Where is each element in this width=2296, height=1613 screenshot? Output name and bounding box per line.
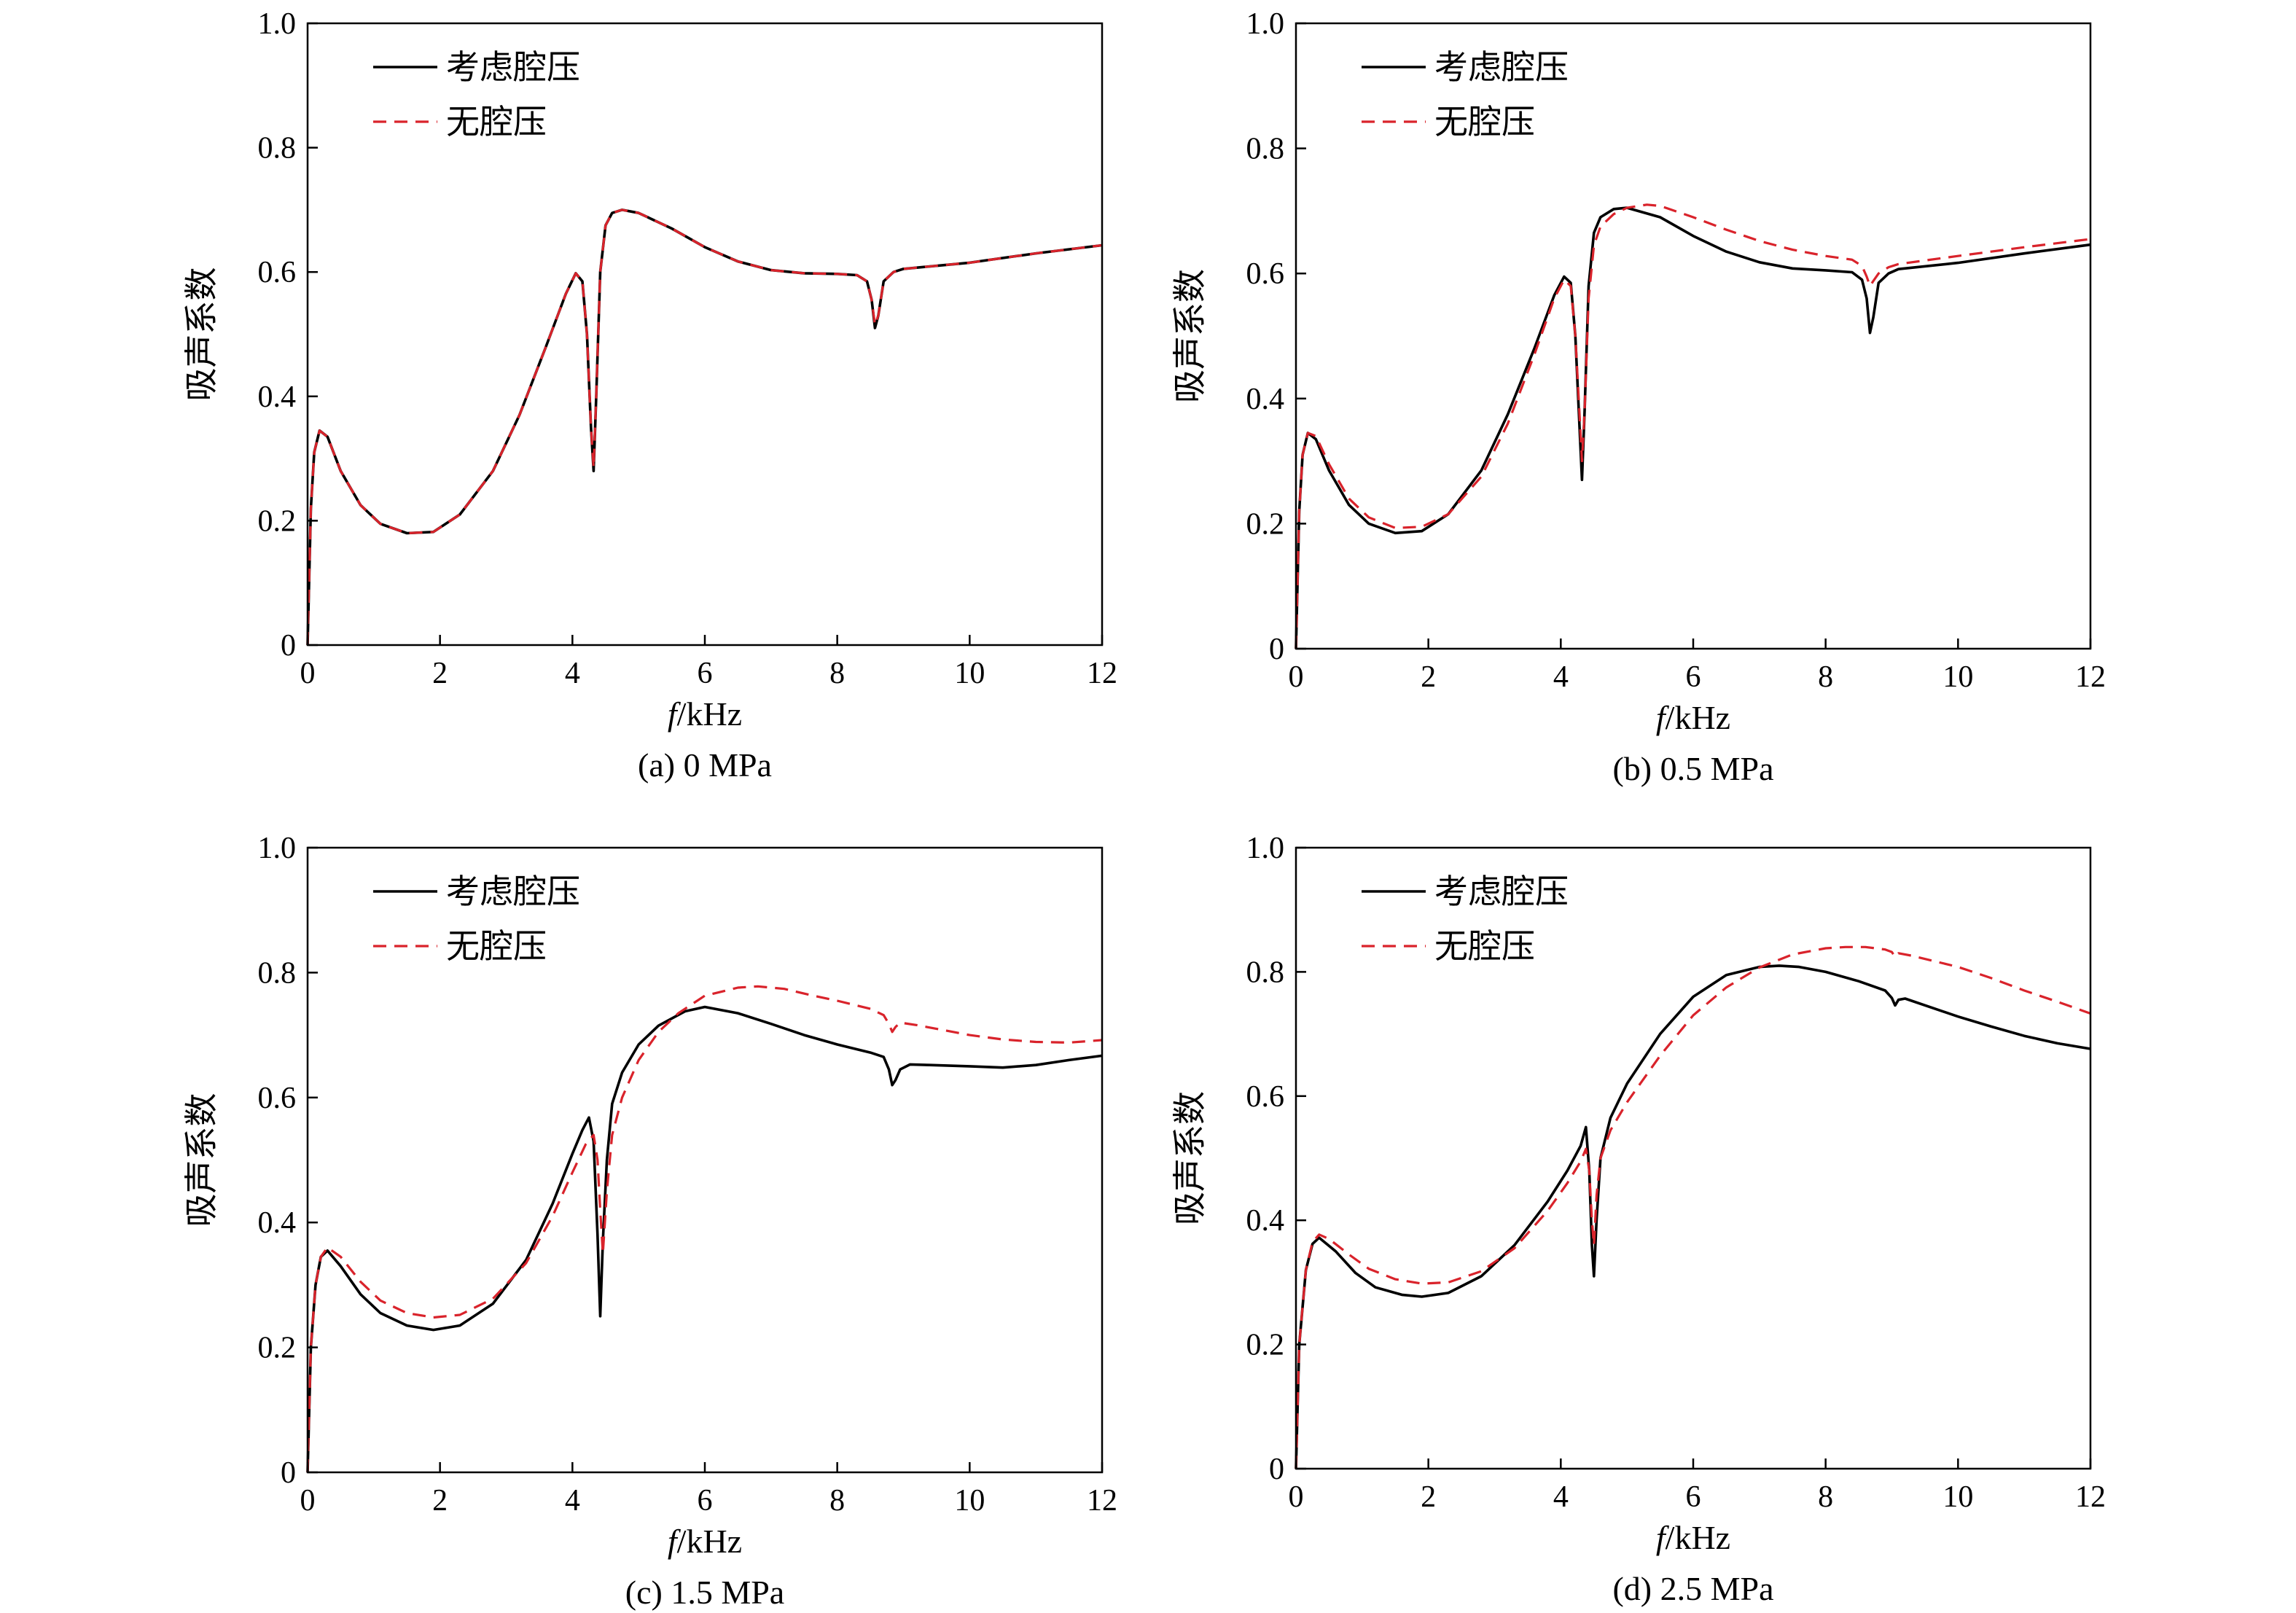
x-tick-label: 8: [829, 1484, 845, 1518]
y-axis-label: 吸声系数: [183, 267, 220, 402]
x-tick-label: 4: [1553, 1480, 1569, 1514]
plot-frame: [1295, 846, 2092, 1470]
y-tick-label: 0.8: [1246, 133, 1285, 166]
panel-c: 0 2 4 6 8 10 12 0 0.2 0.4 0.6 0.8 1.0 f/kHz 吸声系数 (c) 1.…: [183, 832, 1117, 1611]
x-tick-label: 2: [1421, 660, 1436, 694]
y-tick-label: 0.2: [258, 504, 297, 538]
x-tick-label: 0: [300, 1484, 316, 1518]
legend-label: 考虑腔压: [1434, 873, 1569, 910]
legend-label: 考虑腔压: [1434, 49, 1569, 86]
plot-frame: [306, 22, 1104, 647]
y-tick-label: 0.8: [258, 132, 297, 165]
panel-b: 0 2 4 6 8 10 12 0 0.2 0.4 0.6 0.8 1.0 f/kHz 吸声系数 (b) 0.…: [1171, 7, 2106, 787]
y-tick-label: 0.2: [1246, 1329, 1285, 1362]
x-axis-label: f/kHz: [1656, 1519, 1730, 1556]
x-tick-label: 0: [1289, 1480, 1304, 1514]
x-axis-label: f/kHz: [668, 695, 742, 733]
x-axis-unit: /kHz: [677, 1523, 742, 1560]
x-tick-label: 10: [954, 657, 985, 690]
x-tick-label: 8: [1818, 1480, 1833, 1514]
y-tick-label: 0.4: [258, 1206, 297, 1240]
legend-label: 无腔压: [1434, 928, 1535, 965]
x-tick-label: 2: [432, 1484, 448, 1518]
x-tick-label: 8: [1818, 660, 1833, 694]
series-line-without-cavity-pressure: [1295, 203, 2091, 649]
plot-frame: [1295, 22, 2092, 650]
x-tick-label: 6: [1686, 660, 1701, 694]
legend-label: 无腔压: [1434, 104, 1535, 141]
x-tick-label: 12: [1087, 1484, 1117, 1518]
y-tick-label: 0: [281, 629, 296, 663]
legend-label: 考虑腔压: [446, 49, 580, 86]
x-tick-label: 0: [1289, 660, 1304, 694]
x-axis-unit: /kHz: [1666, 1519, 1730, 1556]
y-tick-label: 0.6: [1246, 257, 1285, 291]
series-line-with-cavity-pressure: [1295, 206, 2091, 649]
panel-d: 0 2 4 6 8 10 12 0 0.2 0.4 0.6 0.8 1.0 f/kHz 吸声系数 (d) 2.…: [1171, 832, 2106, 1607]
y-tick-label: 1.0: [1246, 832, 1285, 865]
y-tick-label: 0.2: [258, 1332, 297, 1365]
plot-frame: [306, 846, 1104, 1474]
y-tick-label: 0.4: [1246, 383, 1285, 416]
x-tick-label: 2: [1421, 1480, 1436, 1514]
x-tick-label: 12: [2075, 1480, 2106, 1514]
legend-label: 无腔压: [446, 928, 547, 965]
x-tick-label: 10: [954, 1484, 985, 1518]
x-tick-label: 8: [829, 657, 845, 690]
y-tick-label: 0.6: [258, 1082, 297, 1115]
series-line-without-cavity-pressure: [1295, 945, 2091, 1469]
y-tick-label: 0.2: [1246, 507, 1285, 541]
x-tick-label: 2: [432, 657, 448, 690]
series-line-with-cavity-pressure: [306, 1005, 1103, 1473]
y-axis-label: 吸声系数: [1171, 269, 1208, 403]
x-tick-label: 12: [1087, 657, 1117, 690]
y-tick-label: 0.8: [258, 956, 297, 990]
x-tick-label: 6: [698, 1484, 713, 1518]
x-axis-label: f/kHz: [1656, 699, 1730, 736]
x-tick-label: 0: [300, 657, 316, 690]
x-tick-label: 12: [2075, 660, 2106, 694]
x-tick-label: 4: [1553, 660, 1569, 694]
series-line-with-cavity-pressure: [306, 208, 1103, 646]
y-tick-label: 0.6: [258, 256, 297, 289]
y-tick-label: 0.4: [258, 380, 297, 414]
y-tick-label: 0: [281, 1456, 296, 1490]
x-tick-label: 10: [1942, 1480, 1973, 1514]
y-axis-label: 吸声系数: [1171, 1091, 1208, 1225]
y-tick-label: 0.6: [1246, 1080, 1285, 1114]
x-axis-unit: /kHz: [1666, 699, 1730, 736]
y-tick-label: 1.0: [258, 7, 297, 41]
panel-caption: (d) 2.5 MPa: [1612, 1570, 1773, 1607]
y-tick-label: 0: [1269, 633, 1284, 666]
panel-caption: (c) 1.5 MPa: [625, 1574, 784, 1611]
y-tick-label: 1.0: [258, 832, 297, 865]
x-tick-label: 6: [1686, 1480, 1701, 1514]
panel-a: 0 2 4 6 8 10 12 0 0.2 0.4 0.6 0.8 1.0 f/kHz 吸声系数 (a) 0 …: [183, 7, 1117, 784]
y-axis-label: 吸声系数: [183, 1093, 220, 1227]
x-tick-label: 10: [1942, 660, 1973, 694]
x-tick-label: 4: [565, 657, 580, 690]
legend-label: 无腔压: [446, 104, 547, 141]
series-line-without-cavity-pressure: [306, 985, 1103, 1473]
x-tick-label: 4: [565, 1484, 580, 1518]
legend-label: 考虑腔压: [446, 873, 580, 910]
y-tick-label: 0.8: [1246, 956, 1285, 989]
y-tick-label: 1.0: [1246, 7, 1285, 41]
x-axis-unit: /kHz: [677, 695, 742, 733]
series-line-with-cavity-pressure: [1295, 964, 2091, 1469]
x-axis-label: f/kHz: [668, 1523, 742, 1560]
panel-caption: (a) 0 MPa: [638, 746, 772, 784]
y-tick-label: 0.4: [1246, 1204, 1285, 1238]
series-line-without-cavity-pressure: [306, 208, 1103, 646]
x-tick-label: 6: [698, 657, 713, 690]
panel-caption: (b) 0.5 MPa: [1612, 750, 1773, 787]
y-tick-label: 0: [1269, 1453, 1284, 1486]
